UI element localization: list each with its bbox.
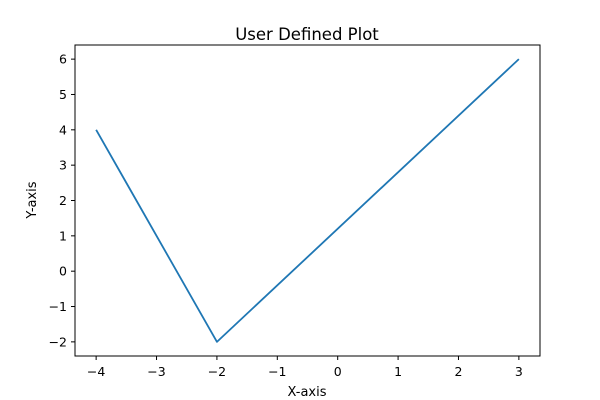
x-tick-label: −2 [208, 364, 226, 379]
x-tick-label: 0 [334, 364, 342, 379]
y-tick-label: −2 [49, 334, 67, 349]
y-tick-label: 3 [59, 158, 67, 173]
y-axis-label: Y-axis [25, 181, 40, 219]
y-tick-label: −1 [49, 299, 67, 314]
x-tick-label: 1 [394, 364, 402, 379]
y-tick-label: 2 [59, 193, 67, 208]
y-tick-label: 1 [59, 228, 67, 243]
y-tick-label: 4 [59, 122, 67, 137]
x-tick-label: 3 [515, 364, 523, 379]
x-tick-label: −4 [87, 364, 105, 379]
x-tick-label: 2 [454, 364, 462, 379]
series-line [95, 58, 520, 343]
x-tick-label: −3 [147, 364, 165, 379]
x-axis-label: X-axis [288, 385, 327, 400]
axis-ticks: −4 −3 −2 −1 0 1 2 3 −2 −1 0 1 2 3 4 5 6 [49, 52, 523, 379]
y-tick-label: 6 [59, 52, 67, 67]
x-tick-label: −1 [268, 364, 286, 379]
y-tick-label: 0 [59, 264, 67, 279]
y-tick-label: 5 [59, 87, 67, 102]
chart-title: User Defined Plot [235, 25, 379, 44]
